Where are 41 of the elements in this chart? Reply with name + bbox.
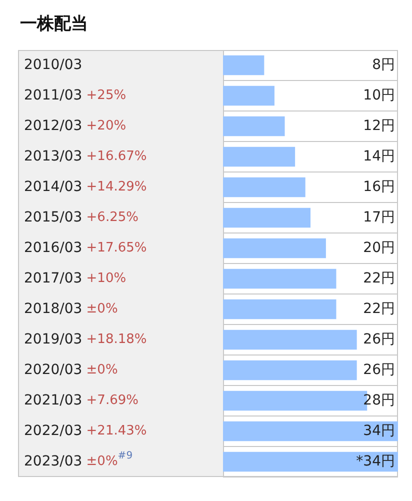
data-label: *34円: [356, 453, 395, 470]
data-label: 28円: [363, 392, 395, 408]
y-tick-label: 2022/03 +21.43%: [24, 422, 147, 439]
y-tick-label: 2018/03 ±0%: [24, 300, 118, 317]
data-label: 12円: [363, 118, 395, 134]
bar: [223, 421, 398, 442]
data-label: 16円: [363, 178, 395, 195]
bar: [223, 299, 336, 320]
y-tick-label: 2021/03 +7.69%: [24, 392, 138, 408]
y-tick-label: 2020/03 ±0%: [24, 362, 118, 378]
y-tick-label: 2017/03 +10%: [24, 270, 126, 286]
data-label: 17円: [363, 209, 395, 226]
data-label: 20円: [363, 240, 395, 256]
y-tick-label: 2013/03 +16.67%: [24, 148, 147, 164]
data-label: 10円: [363, 87, 395, 104]
bar: [223, 360, 357, 380]
bar: [223, 330, 357, 350]
y-tick-label: 2010/03: [24, 56, 82, 73]
bar: [223, 268, 336, 289]
bar: [223, 55, 264, 76]
data-label: 22円: [363, 300, 395, 317]
data-label: 22円: [363, 270, 395, 286]
data-label: 26円: [363, 331, 395, 348]
bar: [223, 452, 398, 472]
data-label: 26円: [363, 362, 395, 378]
bar: [223, 116, 285, 136]
data-label: 14円: [363, 148, 395, 164]
bar: [223, 146, 296, 167]
y-tick-label: 2012/03 +20%: [24, 118, 126, 134]
bar: [223, 86, 274, 106]
bar: [223, 177, 306, 198]
data-label: 34円: [363, 422, 395, 439]
y-tick-label: 2011/03 +25%: [24, 87, 126, 104]
bar: [223, 238, 326, 258]
y-tick-label: 2014/03 +14.29%: [24, 178, 147, 195]
y-tick-label: 2019/03 +18.18%: [24, 331, 147, 348]
text: 一株配当: [19, 13, 89, 36]
y-tick-label: 2016/03 +17.65%: [24, 240, 147, 256]
bar: [223, 208, 310, 228]
data-label: 8円: [372, 56, 395, 73]
y-tick-label: 2015/03 +6.25%: [24, 209, 138, 226]
